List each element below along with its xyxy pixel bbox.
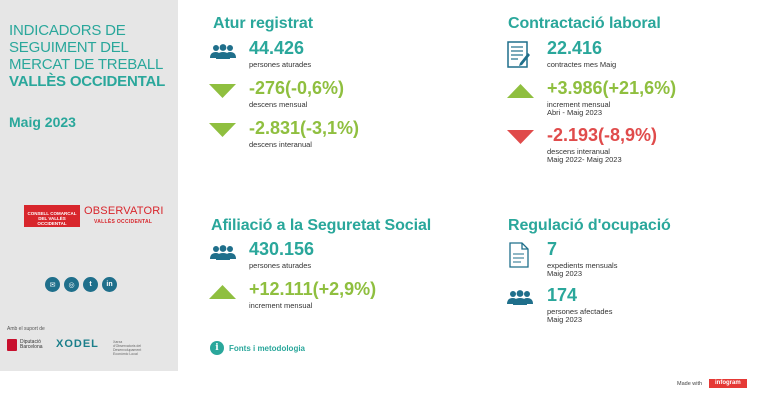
contractacio-title: Contractació laboral xyxy=(508,15,661,32)
report-date: Maig 2023 xyxy=(9,114,76,130)
afiliacio-title: Afiliació a la Seguretat Social xyxy=(211,217,432,234)
contractacio-value-label: contractes mes Maig xyxy=(547,60,617,69)
atur-yearly-label: descens interanual xyxy=(249,140,312,149)
afiliacio-value-label: persones aturades xyxy=(249,261,312,270)
regulacio-persones-label: persones afectades xyxy=(547,307,613,316)
atur-value: 44.426 xyxy=(249,38,305,58)
regulacio-title: Regulació d'ocupació xyxy=(508,217,671,234)
people-icon xyxy=(210,245,236,260)
consell-comarcal-logo: CONSELL COMARCAL DEL VALLÈS OCCIDENTAL xyxy=(24,205,80,227)
title-line-3: MERCAT DE TREBALL xyxy=(9,56,164,73)
made-with-label: Made with xyxy=(677,381,703,387)
regulacio-persones-period: Maig 2023 xyxy=(547,315,583,324)
contract-document-icon xyxy=(507,41,530,68)
linkedin-icon[interactable]: in xyxy=(102,277,117,292)
atur-yearly-value: -2.831(-3,1%) xyxy=(249,118,360,138)
sidebar: INDICADORS DE SEGUIMENT DEL MERCAT DE TR… xyxy=(0,0,178,371)
contractacio-monthly-period: Abri - Maig 2023 xyxy=(547,108,603,117)
document-icon xyxy=(509,242,529,268)
regulacio-persones-value: 174 xyxy=(547,285,578,305)
afiliacio-monthly-value: +12.111(+2,9%) xyxy=(249,279,377,299)
contractacio-monthly-value: +3.986(+21,6%) xyxy=(547,78,677,98)
social-links: ✉ ◎ t in xyxy=(45,277,117,292)
contractacio-monthly-label: increment mensual xyxy=(547,100,611,109)
contractacio-yearly-value: -2.193(-8,9%) xyxy=(547,125,658,145)
up-arrow-icon xyxy=(209,285,236,299)
xodel-logo[interactable]: XODEL xyxy=(56,338,99,350)
people-icon xyxy=(210,44,236,59)
regulacio-expedients-value: 7 xyxy=(547,239,558,259)
diputacio-logo[interactable]: Diputació Barcelona xyxy=(7,339,50,351)
title-line-2: SEGUIMENT DEL xyxy=(9,39,129,56)
email-icon[interactable]: ✉ xyxy=(45,277,60,292)
atur-title: Atur registrat xyxy=(213,15,313,32)
sponsors: Diputació Barcelona XODEL Xarxa d'Observ… xyxy=(7,338,172,356)
title-line-1: INDICADORS DE xyxy=(9,22,126,39)
observatori-logo[interactable]: CONSELL COMARCAL DEL VALLÈS OCCIDENTAL O… xyxy=(24,205,169,229)
support-label: Amb el suport de xyxy=(7,326,45,332)
regulacio-expedients-label: expedients mensuals xyxy=(547,261,618,270)
xodel-subtitle: Xarxa d'Observatoris del Desenvolupament… xyxy=(113,340,142,356)
diputacio-mark-icon xyxy=(7,339,17,351)
up-arrow-icon xyxy=(507,84,534,98)
observatori-subtitle: VALLÈS OCCIDENTAL xyxy=(94,219,153,225)
contractacio-yearly-period: Maig 2022- Maig 2023 xyxy=(547,155,622,164)
atur-value-label: persones aturades xyxy=(249,60,312,69)
regulacio-expedients-period: Maig 2023 xyxy=(547,269,583,278)
atur-monthly-label: descens mensual xyxy=(249,100,308,109)
fonts-metodologia-label: Fonts i metodologia xyxy=(229,343,305,353)
diputacio-label: Diputació Barcelona xyxy=(20,338,43,350)
twitter-icon[interactable]: t xyxy=(83,277,98,292)
afiliacio-monthly-label: increment mensual xyxy=(249,301,313,310)
atur-monthly-value: -276(-0,6%) xyxy=(249,78,345,98)
contractacio-yearly-label: descens interanual xyxy=(547,147,610,156)
info-icon: i xyxy=(210,341,224,355)
down-arrow-icon xyxy=(209,123,236,137)
afiliacio-value: 430.156 xyxy=(249,239,315,259)
contractacio-value: 22.416 xyxy=(547,38,603,58)
infogram-badge[interactable]: infogram xyxy=(709,379,747,388)
people-icon xyxy=(507,290,533,305)
fonts-metodologia-link[interactable]: i Fonts i metodologia xyxy=(210,341,305,355)
region-title: VALLÈS OCCIDENTAL xyxy=(9,73,166,90)
down-arrow-icon xyxy=(209,84,236,98)
web-icon[interactable]: ◎ xyxy=(64,277,79,292)
observatori-wordmark: OBSERVATORI xyxy=(84,205,164,217)
report-title: INDICADORS DE SEGUIMENT DEL MERCAT DE TR… xyxy=(9,22,177,90)
down-arrow-icon xyxy=(507,130,534,144)
